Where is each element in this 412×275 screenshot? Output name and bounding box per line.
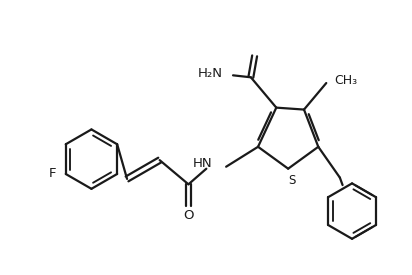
Text: CH₃: CH₃ — [334, 73, 357, 87]
Text: F: F — [48, 167, 56, 180]
Text: HN: HN — [193, 157, 212, 170]
Text: H₂N: H₂N — [198, 67, 223, 80]
Text: S: S — [288, 174, 296, 187]
Text: O: O — [183, 210, 194, 222]
